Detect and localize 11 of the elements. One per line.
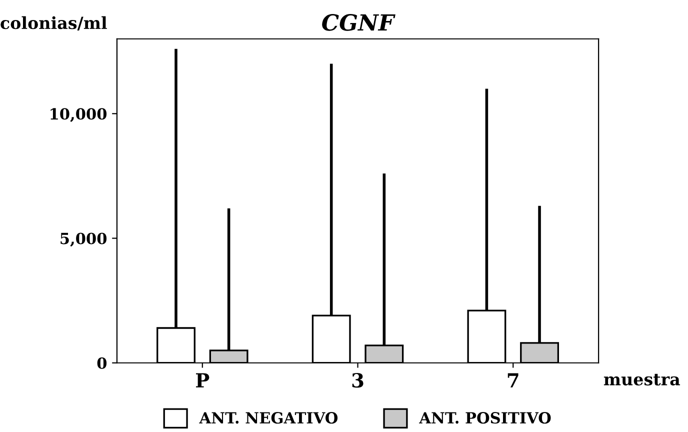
legend-label: ANT. POSITIVO (419, 412, 551, 424)
legend-label: ANT. NEGATIVO (199, 412, 338, 424)
y-tick-label: 5,000 (60, 232, 107, 247)
x-tick-label: 7 (508, 373, 518, 388)
x-tick-label: P (196, 373, 210, 388)
y-axis-title: colonias/ml (0, 16, 107, 30)
chart-title: CGNF (322, 14, 396, 31)
x-axis-title: muestra (604, 374, 680, 386)
y-tick-label: 10,000 (50, 108, 107, 122)
y-tick-label: 0 (97, 357, 107, 369)
x-tick-label: 3 (352, 372, 364, 388)
